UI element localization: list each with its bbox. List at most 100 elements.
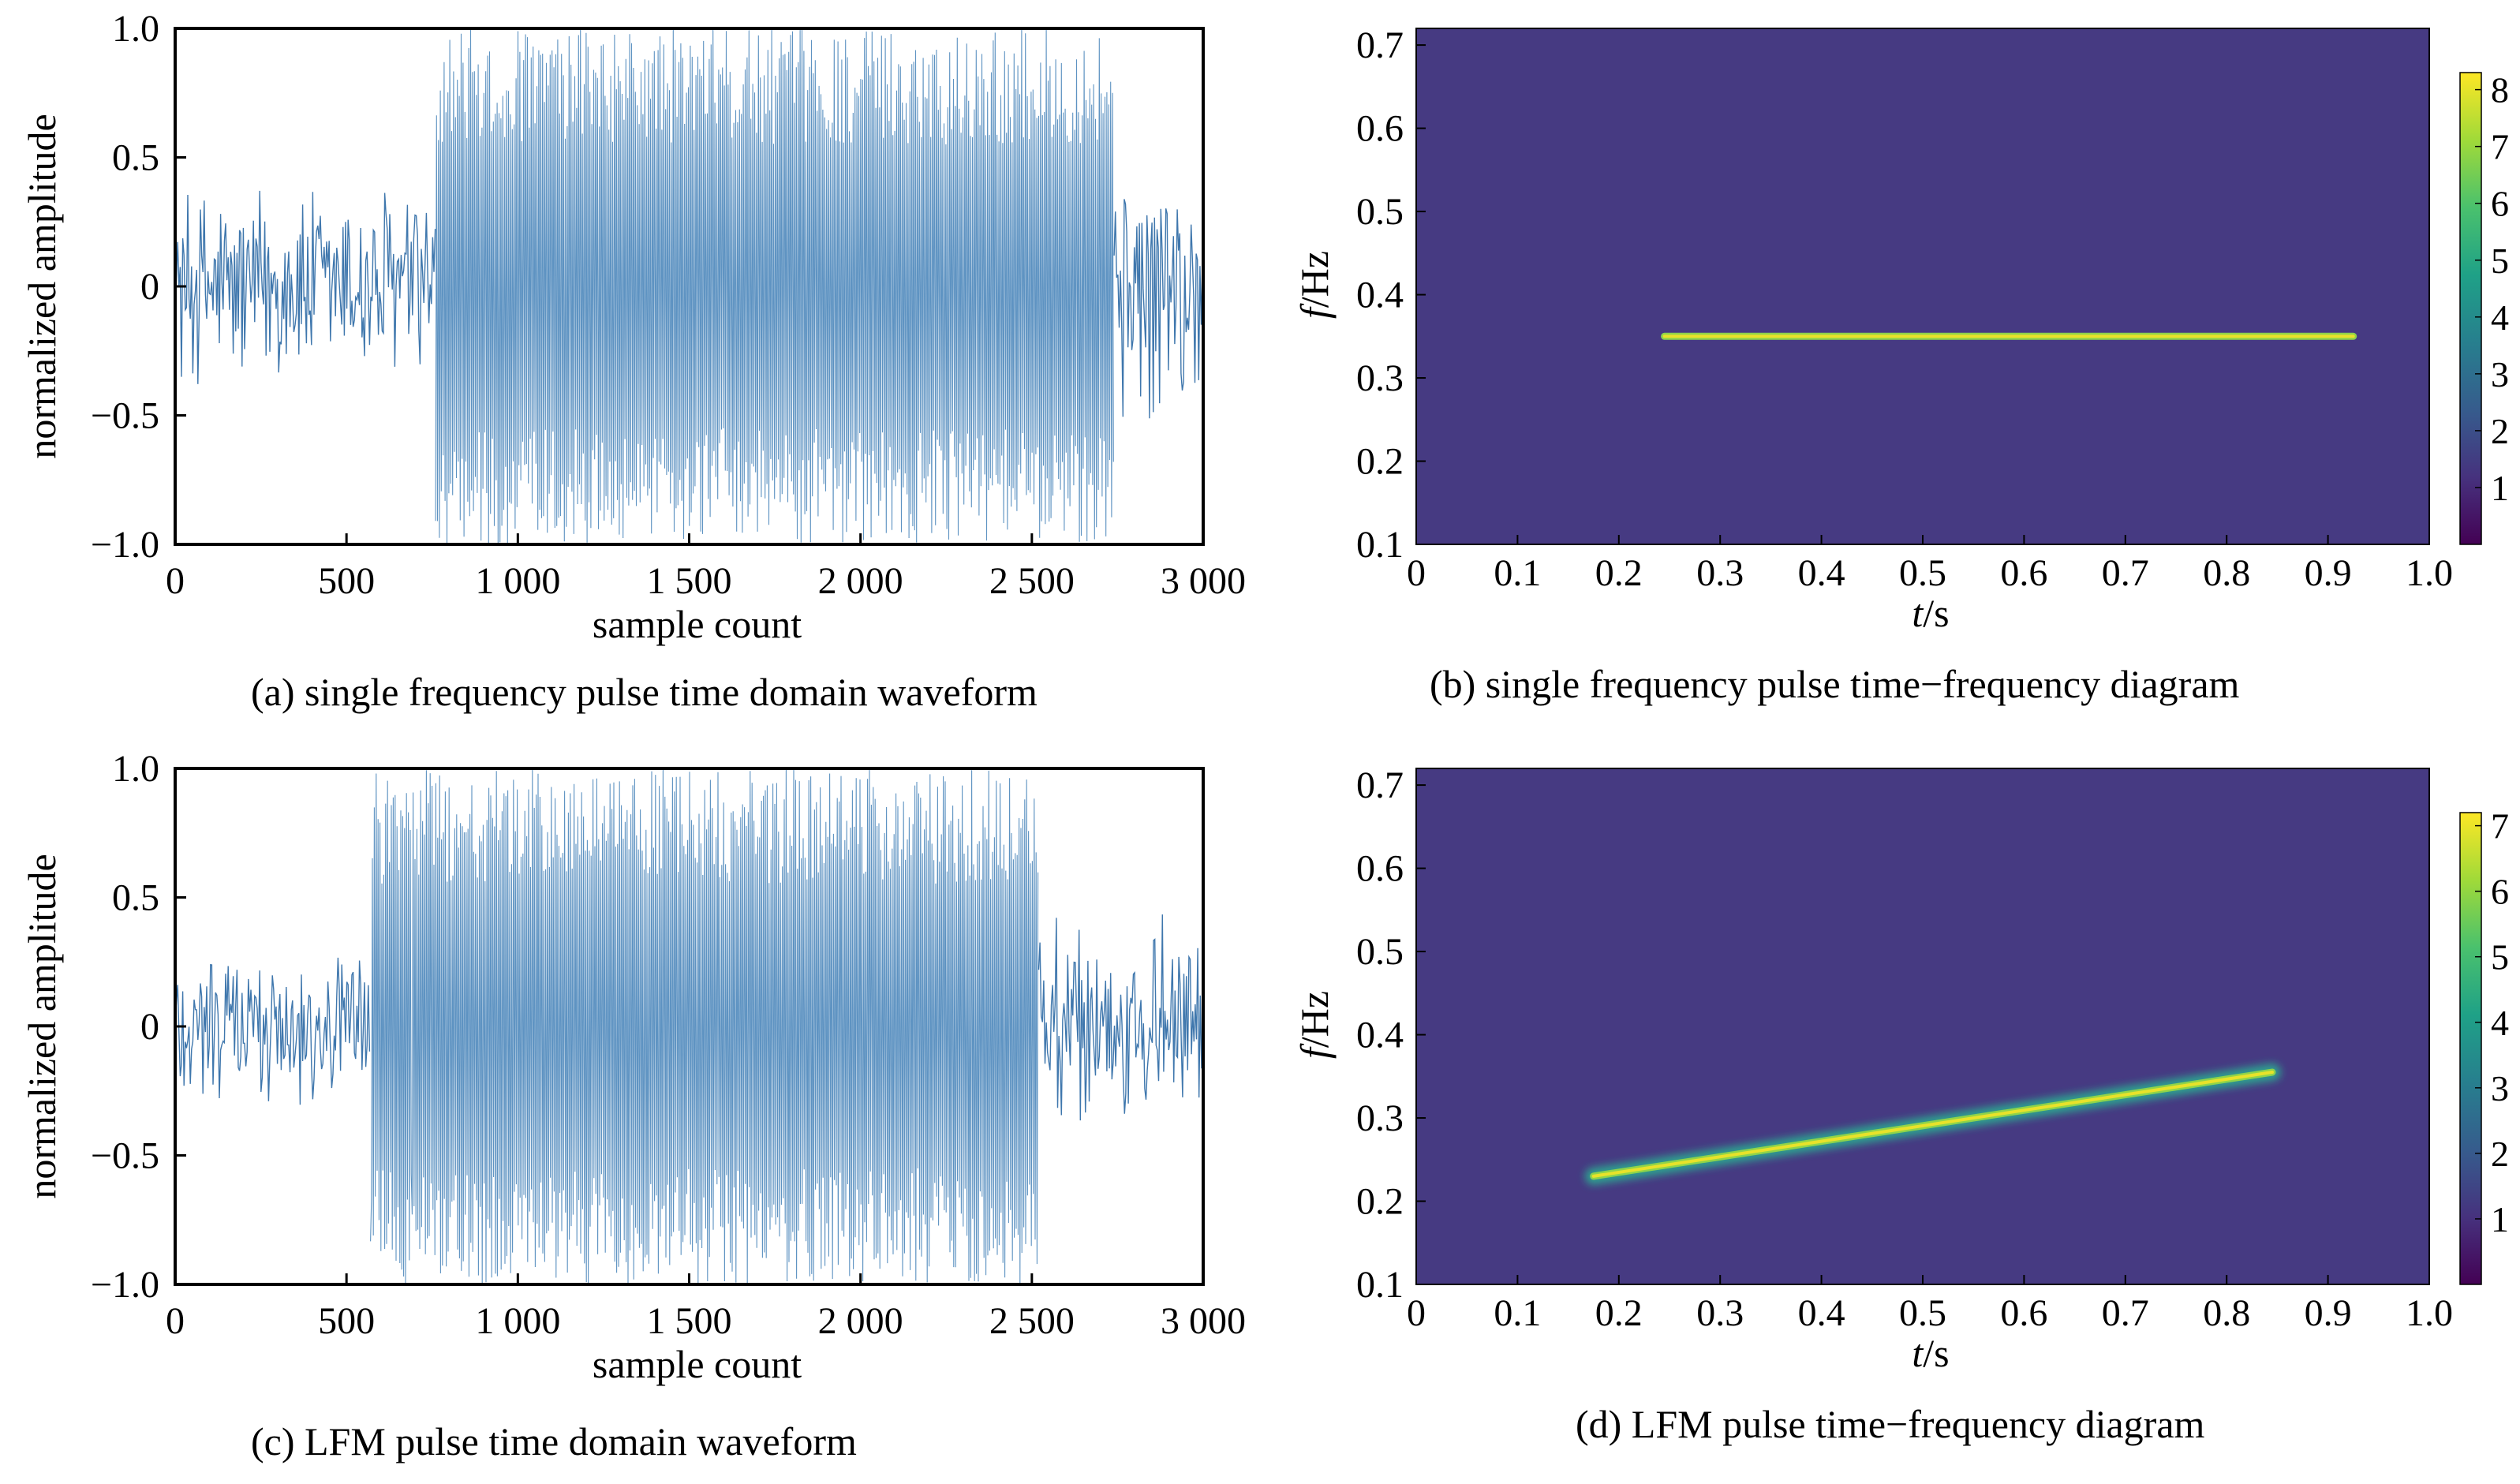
x-tick-label: 0.4 [1798,1292,1845,1334]
y-axis-label: normalized amplitude [20,114,64,458]
panel-a: 0 500 1 000 1 500 2 000 2 500 3 000 1.0 0.5 0 −0.5… [0,0,1260,740]
x-tick-label: 0.8 [2203,1292,2250,1334]
x-tick-label: 0.2 [1595,1292,1643,1334]
x-tick-label: 1 000 [475,1300,560,1342]
x-axis-label: t/s [1912,591,1949,635]
panel-c: 0 500 1 000 1 500 2 000 2 500 3 000 1.0 0.5 0 −0.5… [0,740,1260,1480]
caption-c: (c) LFM pulse time domain waveform [251,1419,857,1463]
x-tick-label: 0.2 [1595,552,1643,594]
x-tick-label: 1.0 [2406,552,2453,594]
x-tick-label: 2 500 [989,560,1075,602]
x-tick-label: 2 000 [818,560,903,602]
y-axis-label: f/Hz [1292,991,1337,1059]
x-tick-label: 500 [318,1300,375,1342]
x-tick-label: 0.7 [2102,1292,2149,1334]
chart-d-svg: 0 0.1 0.2 0.3 0.4 0.5 0.6 0.7 0.8 0.9 1.00.10.20.3… [1292,764,2509,1375]
colorbar-tick-label: 7 [2491,127,2509,167]
waveform-series [175,28,1203,544]
colorbar-tick-label: 1 [2491,1199,2509,1239]
x-tick-label: 1 500 [647,560,732,602]
y-tick-label: 0.2 [1356,1181,1404,1223]
x-tick-label: 3 000 [1161,1300,1246,1342]
y-tick-label: 0.7 [1356,24,1404,66]
colorbar-tick-label: 7 [2491,806,2509,847]
panel-d: 0 0.1 0.2 0.3 0.4 0.5 0.6 0.7 0.8 0.9 1.0 0.1 0.2 0.3… [1260,740,2520,1480]
x-tick-label: 0.4 [1798,552,1845,594]
y-tick-label: 0.5 [1356,931,1404,973]
y-tick-label: 0 [140,1006,159,1048]
y-tick-label: 0.5 [112,877,159,919]
x-tick-label: 0.5 [1899,1292,1946,1334]
chart-a-svg: 0 500 1 000 1 500 2 000 2 500 3 000 1.0 0.5 0 −0.5… [20,8,1246,646]
waveform-segment-noise [1038,914,1203,1121]
caption-d: (d) LFM pulse time−frequency diagram [1576,1402,2205,1446]
y-tick-label: 1.0 [112,8,159,50]
y-tick-label: 0.7 [1356,764,1404,806]
waveform-segment-noise [1113,199,1203,419]
x-axis-label: sample count [593,1342,802,1386]
waveform-segment-noise [175,957,371,1105]
x-tick-label: 0.1 [1494,1292,1541,1334]
x-tick-label: 1.0 [2406,1292,2453,1334]
x-tick-label: 0.3 [1696,1292,1744,1334]
colorbar-tick-label: 4 [2491,297,2509,338]
x-tick-label: 500 [318,560,375,602]
caption-a: (a) single frequency pulse time domain w… [251,670,1038,714]
waveform-segment-noise [175,190,436,384]
colorbar-tick-label: 2 [2491,1134,2509,1174]
y-tick-label: −1.0 [91,1264,159,1306]
waveform-segment-pulse [370,768,1039,1284]
y-tick-label: −0.5 [91,1135,159,1177]
y-tick-label: −0.5 [91,395,159,437]
y-tick-label: 0.4 [1356,275,1404,316]
x-tick-label: 3 000 [1161,560,1246,602]
x-axis-label: t/s [1912,1331,1949,1375]
y-tick-label: 0.2 [1356,441,1404,483]
x-tick-label: 0.7 [2102,552,2149,594]
y-tick-label: 1.0 [112,748,159,790]
colorbar [2459,812,2482,1285]
colorbar-tick-label: 3 [2491,1068,2509,1108]
x-tick-label: 0 [1407,552,1426,594]
x-tick-label: 2 000 [818,1300,903,1342]
x-tick-label: 2 500 [989,1300,1075,1342]
x-tick-label: 0 [1407,1292,1426,1334]
chart-b-svg: 0 0.1 0.2 0.3 0.4 0.5 0.6 0.7 0.8 0.9 1.00.10.20.3… [1292,24,2509,635]
x-tick-label: 0.6 [2000,552,2047,594]
y-tick-label: 0.1 [1356,524,1404,566]
x-tick-label: 0.3 [1696,552,1744,594]
ridge-core [1591,1071,2274,1178]
y-tick-label: 0.1 [1356,1264,1404,1306]
x-tick-label: 0 [166,560,185,602]
colorbar-tick-label: 4 [2491,1003,2509,1043]
colorbar [2459,72,2482,545]
y-tick-label: 0.3 [1356,1097,1404,1139]
heatmap-background [1416,28,2429,544]
x-tick-label: 0.9 [2305,1292,2352,1334]
caption-b: (b) single frequency pulse time−frequenc… [1430,662,2240,706]
y-tick-label: −1.0 [91,524,159,566]
y-tick-label: 0.5 [1356,191,1404,233]
y-axis-label: f/Hz [1292,251,1337,319]
colorbar-tick-label: 5 [2491,241,2509,281]
y-tick-label: 0.4 [1356,1015,1404,1056]
x-tick-label: 1 500 [647,1300,732,1342]
colorbar-tick-label: 2 [2491,411,2509,451]
y-tick-label: 0.6 [1356,848,1404,890]
chart-c-svg: 0 500 1 000 1 500 2 000 2 500 3 000 1.0 0.5 0 −0.5… [20,748,1246,1386]
x-tick-label: 0.9 [2305,552,2352,594]
y-tick-label: 0.3 [1356,357,1404,399]
waveform-segment-pulse [435,28,1114,544]
plot-frame [1415,768,2430,1285]
colorbar-tick-label: 6 [2491,184,2509,224]
y-tick-label: 0 [140,266,159,308]
panel-b: 0 0.1 0.2 0.3 0.4 0.5 0.6 0.7 0.8 0.9 1.0 0.1 0.2 0.3… [1260,0,2520,740]
x-axis-label: sample count [593,602,802,646]
heatmap-background [1416,768,2429,1284]
colorbar-tick-label: 3 [2491,354,2509,394]
waveform-series [175,768,1203,1284]
x-tick-label: 0 [166,1300,185,1342]
colorbar-tick-label: 5 [2491,937,2509,977]
y-tick-label: 0.6 [1356,108,1404,150]
colorbar-tick-label: 6 [2491,872,2509,912]
